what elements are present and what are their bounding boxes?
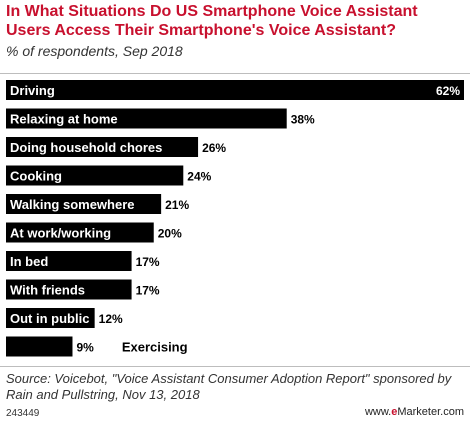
bar-with-friends	[6, 279, 132, 300]
bar-walking-somewhere	[6, 194, 162, 214]
category-label-out-in-public: Out in public	[10, 311, 89, 326]
bar-out-in-public	[6, 308, 95, 328]
brand-logo: www.eMarketer.com	[365, 406, 464, 418]
value-label-doing-household-chores: 26%	[202, 141, 226, 155]
category-label-with-friends: With friends	[10, 283, 85, 298]
brand-highlight: e	[391, 406, 398, 418]
category-label-at-work-working: At work/working	[10, 226, 111, 241]
bar-relaxing-at-home	[6, 108, 287, 129]
bar-cooking	[6, 165, 184, 186]
value-label-at-work-working: 20%	[158, 227, 182, 241]
value-label-cooking: 24%	[187, 170, 211, 184]
bar-doing-household-chores	[6, 137, 199, 157]
chart-id: 243449	[6, 408, 40, 419]
bar-driving	[6, 80, 464, 100]
value-label-with-friends: 17%	[136, 284, 160, 298]
chart-title: In What Situations Do US Smartphone Voic…	[6, 3, 418, 39]
bottom-divider	[0, 366, 470, 367]
value-label-out-in-public: 12%	[99, 312, 123, 326]
value-label-in-bed: 17%	[136, 255, 160, 269]
chart-subtitle: % of respondents, Sep 2018	[6, 43, 183, 59]
value-label-driving: 62%	[436, 84, 460, 98]
bar-at-work-working	[6, 222, 154, 243]
value-label-walking-somewhere: 21%	[165, 198, 189, 212]
category-label-driving: Driving	[10, 83, 55, 98]
category-label-cooking: Cooking	[10, 169, 62, 184]
category-label-relaxing-at-home: Relaxing at home	[10, 112, 118, 127]
category-label-walking-somewhere: Walking somewhere	[10, 197, 135, 212]
value-label-relaxing-at-home: 38%	[291, 113, 315, 127]
bar-in-bed	[6, 251, 132, 271]
bar-exercising	[6, 336, 73, 357]
category-label-in-bed: In bed	[10, 254, 48, 269]
brand-prefix: www.	[364, 406, 392, 418]
value-label-exercising: 9%	[76, 341, 94, 355]
category-label-doing-household-chores: Doing household chores	[10, 140, 162, 155]
brand-suffix: Marketer.com	[397, 406, 464, 418]
category-label-exercising: Exercising	[122, 340, 188, 355]
top-divider	[0, 73, 470, 74]
bar-chart: Driving 62% Relaxing at home 38% Doing house…	[6, 80, 464, 357]
source-note: Source: Voicebot, "Voice Assistant Consu…	[6, 371, 452, 402]
